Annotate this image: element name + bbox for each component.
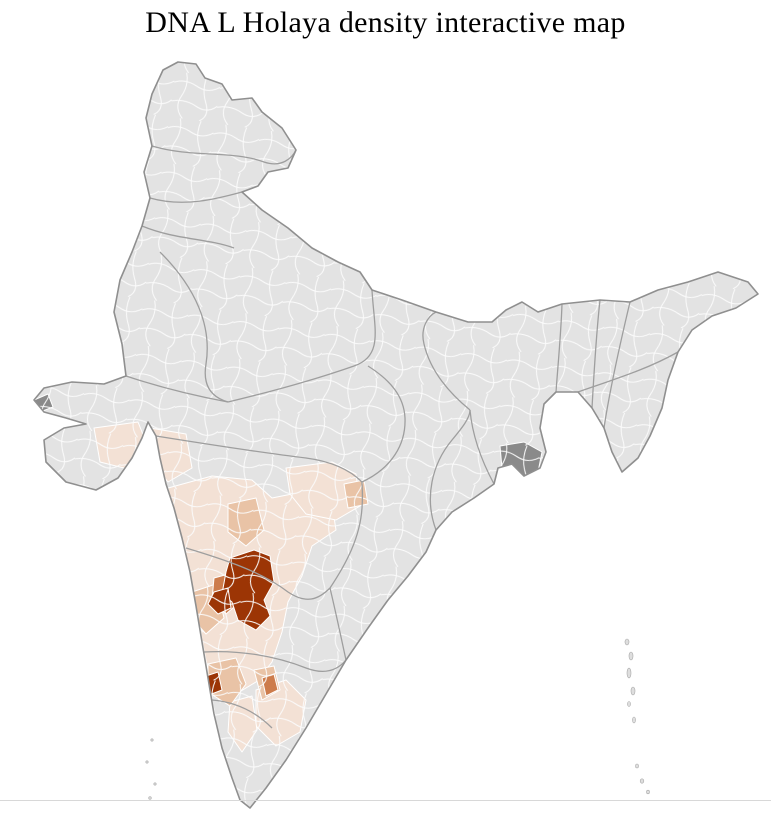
lakshadweep-islands[interactable] bbox=[145, 738, 157, 800]
page-title: DNA L Holaya density interactive map bbox=[145, 6, 626, 39]
india-outline bbox=[33, 61, 759, 809]
andaman-nicobar-islands[interactable] bbox=[624, 638, 650, 795]
district-borders-texture bbox=[34, 62, 758, 808]
state-borders bbox=[125, 145, 679, 729]
bottom-divider bbox=[0, 800, 771, 801]
